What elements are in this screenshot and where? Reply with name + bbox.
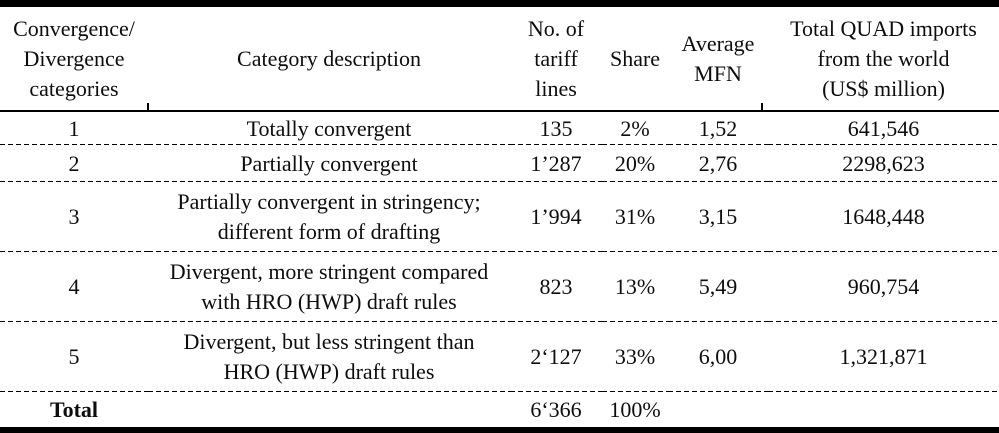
- table-row-category-3: 3 Partially convergent in stringency; di…: [0, 182, 999, 252]
- cell-category: 1: [0, 111, 148, 145]
- cell-quad-imports: 1648,448: [768, 182, 999, 252]
- header-category-description: Category description: [148, 3, 510, 112]
- cell-description: Divergent, more stringent compared with …: [148, 252, 510, 322]
- cell-total-label: Total: [49, 396, 99, 422]
- header-share: Share: [602, 3, 668, 112]
- cell-quad-imports: 641,546: [768, 111, 999, 145]
- cell-average-mfn: [668, 392, 768, 431]
- table-row-category-5: 5 Divergent, but less stringent than HRO…: [0, 322, 999, 392]
- cell-average-mfn: 6,00: [668, 322, 768, 392]
- cell-description: Partially convergent: [148, 145, 510, 182]
- cell-share: 33%: [602, 322, 668, 392]
- cell-share: 20%: [602, 145, 668, 182]
- cell-category: 4: [0, 252, 148, 322]
- cell-tariff-lines: 2‘127: [510, 322, 602, 392]
- total-row: Total 6‘366 100%: [0, 392, 999, 431]
- column-divider-tick: [761, 103, 763, 111]
- cell-share: 100%: [609, 396, 661, 422]
- cell-quad-imports: 960,754: [768, 252, 999, 322]
- cell-quad-imports: 2298,623: [768, 145, 999, 182]
- cell-average-mfn: 1,52: [668, 111, 768, 145]
- cell-tariff-lines: 823: [510, 252, 602, 322]
- cell-description: Partially convergent in stringency; diff…: [148, 182, 510, 252]
- cell-category: 5: [0, 322, 148, 392]
- cell-quad-imports: [768, 392, 999, 431]
- cell-share: 13%: [602, 252, 668, 322]
- cell-average-mfn: 2,76: [668, 145, 768, 182]
- header-average-mfn: Average MFN: [668, 3, 768, 112]
- cell-tariff-lines: 1’994: [510, 182, 602, 252]
- cell-share: 31%: [602, 182, 668, 252]
- cell-tariff-lines: 6‘366: [530, 396, 582, 422]
- column-divider-tick: [147, 103, 149, 111]
- header-convergence-divergence-categories: Convergence/ Divergence categories: [0, 3, 148, 112]
- cell-category: 3: [0, 182, 148, 252]
- table-row-category-4: 4 Divergent, more stringent compared wit…: [0, 252, 999, 322]
- cell-share: 2%: [602, 111, 668, 145]
- cell-tariff-lines: 135: [510, 111, 602, 145]
- cell-average-mfn: 5,49: [668, 252, 768, 322]
- cell-tariff-lines: 1’287: [510, 145, 602, 182]
- cell-description: Totally convergent: [148, 111, 510, 145]
- cell-average-mfn: 3,15: [668, 182, 768, 252]
- header-row: Convergence/ Divergence categories Categ…: [0, 3, 999, 112]
- table-row-category-2: 2 Partially convergent 1’287 20% 2,76 22…: [0, 145, 999, 182]
- header-total-quad-imports: Total QUAD imports from the world (US$ m…: [768, 3, 999, 112]
- cell-quad-imports: 1,321,871: [768, 322, 999, 392]
- cell-description: Divergent, but less stringent than HRO (…: [148, 322, 510, 392]
- cell-description-empty: [148, 392, 510, 431]
- header-no-of-tariff-lines: No. of tariff lines: [510, 3, 602, 112]
- cell-category: 2: [0, 145, 148, 182]
- table-row-category-1: 1 Totally convergent 135 2% 1,52 641,546: [0, 111, 999, 145]
